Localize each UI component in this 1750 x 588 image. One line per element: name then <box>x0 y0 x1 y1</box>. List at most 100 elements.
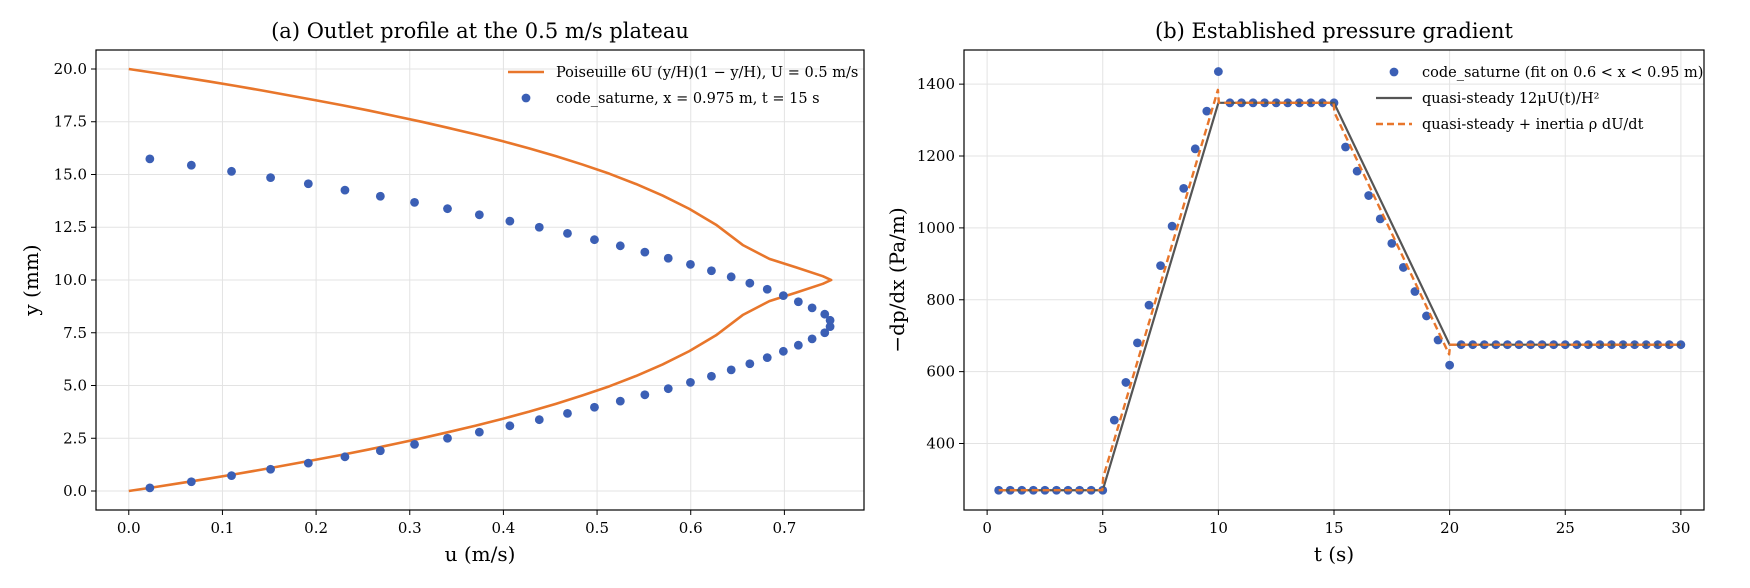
panel-a-series1-point <box>145 154 155 164</box>
panel-a-series1-point <box>340 185 350 195</box>
panel-b-series0-point <box>1190 144 1200 154</box>
panel-a-series1-point <box>726 272 736 282</box>
panel-a-series1-point <box>340 452 350 462</box>
panel-a-ytick-label: 17.5 <box>54 113 87 131</box>
panel-a-series1-point <box>303 179 313 189</box>
panel-b-series0-point <box>1341 142 1350 152</box>
panel-a-ytick-label: 2.5 <box>63 429 87 447</box>
panel-a-series0-line <box>128 67 833 493</box>
panel-a-outlet-profile: 0.0 0.1 0.2 0.3 0.4 0.5 0.6 0.7 0.0 2.5 5.0 7.5 10.0… <box>19 19 865 566</box>
panel-a-ytick-label: 5.0 <box>63 377 87 395</box>
panel-b-grid <box>964 50 1704 510</box>
panel-b-xlabel: t (s) <box>1314 542 1354 566</box>
panel-a-series1-point <box>640 247 650 257</box>
panel-a-series1-point <box>726 365 736 375</box>
panel-a-series1-point <box>375 191 385 201</box>
panel-b-series0-point <box>1445 360 1455 370</box>
panel-a-ytick-label: 12.5 <box>54 218 87 236</box>
panel-a-ytick-label: 15.0 <box>54 165 87 183</box>
panel-a-series1-point <box>534 222 544 232</box>
panel-a-series1-point <box>663 253 673 263</box>
panel-b-series1-line <box>998 101 1681 492</box>
panel-b-ytick-label: 1400 <box>917 75 955 93</box>
panel-a-series1-point <box>410 439 419 449</box>
panel-b-pressure-gradient: 0 5 10 15 20 25 30 400 600 800 1000 1200 1400 (b) Es… <box>885 19 1705 566</box>
panel-a-series1-point <box>807 303 817 313</box>
panel-a-series1-point <box>745 359 755 369</box>
panel-a-series1-point <box>807 334 817 344</box>
panel-a-series1-point <box>227 471 236 481</box>
panel-a-ytick-label: 20.0 <box>54 60 87 78</box>
panel-b-xtick-label: 5 <box>1098 519 1108 537</box>
panel-a-series1-point <box>145 483 155 493</box>
panel-b-xtick-label: 30 <box>1671 519 1690 537</box>
panel-b-series0-point <box>1202 106 1212 116</box>
panel-a-title: (a) Outlet profile at the 0.5 m/s platea… <box>271 19 689 43</box>
legend-label-code-saturne-fit: code_saturne (fit on 0.6 < x < 0.95 m) <box>1422 65 1703 81</box>
panel-b-ytick-label: 600 <box>926 363 955 381</box>
panel-b-series0-point <box>1213 67 1223 76</box>
panel-a-xtick-label: 0.0 <box>117 519 141 537</box>
panel-b-series0-point <box>1352 166 1362 176</box>
panel-a-series1-point <box>663 384 673 394</box>
panel-b-series0-point <box>1109 415 1119 425</box>
panel-a-series1-point <box>707 371 716 381</box>
legend-marker-code-saturne-profile <box>521 93 531 103</box>
panel-a-plot-area <box>128 67 835 493</box>
panel-a-series1-point <box>707 266 716 276</box>
panel-a-series1-point <box>505 216 515 226</box>
panel-a-xtick-label: 0.1 <box>211 519 235 537</box>
panel-b-series0-point <box>994 485 1004 495</box>
panel-a-xtick-label: 0.5 <box>585 519 609 537</box>
panel-a-series1-point <box>534 415 544 425</box>
panel-b-ytick-label: 1200 <box>917 147 955 165</box>
panel-a-series1-point <box>762 353 772 363</box>
panel-a-ylabel: y (mm) <box>19 244 43 316</box>
panel-a-series1-point <box>443 204 452 214</box>
panel-b-ylabel: −dp/dx (Pa/m) <box>885 207 909 352</box>
panel-a-series1-point <box>443 433 452 443</box>
panel-b-series0-point <box>1144 300 1154 310</box>
panel-b-series0-point <box>1179 183 1189 193</box>
panel-a-series1-point <box>563 408 572 418</box>
panel-b-xtick-label: 15 <box>1324 519 1343 537</box>
panel-b-ytick-label: 800 <box>926 291 955 309</box>
panel-a-series1-point <box>778 291 788 301</box>
panel-a-series1-point <box>375 446 385 456</box>
panel-a-ytick-label: 10.0 <box>54 271 87 289</box>
legend-label-code-saturne-profile: code_saturne, x = 0.975 m, t = 15 s <box>556 91 820 107</box>
panel-a-series1-point <box>266 173 275 183</box>
panel-a-series1-point <box>266 464 275 474</box>
panel-a-series1-point <box>793 340 803 350</box>
panel-b-title: (b) Established pressure gradient <box>1155 19 1514 43</box>
panel-b-series0-point <box>1156 261 1165 271</box>
panel-a-xlabel: u (m/s) <box>445 542 516 566</box>
panel-a-series1-point <box>474 210 484 220</box>
panel-a-grid <box>96 50 864 510</box>
panel-a-series1-point <box>615 241 625 251</box>
panel-b-series0-point <box>1167 221 1177 231</box>
legend-marker-code-saturne-fit <box>1389 67 1399 77</box>
panel-a-series1-point <box>686 377 695 387</box>
panel-b-ytick-label: 1000 <box>917 219 955 237</box>
panel-a-xtick-label: 0.7 <box>772 519 796 537</box>
panel-a-xtick-label: 0.6 <box>679 519 703 537</box>
panel-b-series0-point <box>1375 214 1385 224</box>
panel-a-series1-point <box>762 284 772 294</box>
panel-a-series1-point <box>410 197 419 207</box>
panel-b-series0-point <box>1121 378 1131 387</box>
panel-a-legend: Poiseuille 6U (y/H)(1 − y/H), U = 0.5 m/… <box>508 65 858 107</box>
panel-b-xtick-label: 0 <box>982 519 992 537</box>
panel-a-xtick-label: 0.2 <box>304 519 328 537</box>
panel-a-series1-point <box>186 160 196 170</box>
panel-a-xtick-label: 0.3 <box>398 519 422 537</box>
panel-a-series1-point <box>778 346 788 356</box>
panel-b-series0-point <box>1387 238 1397 248</box>
panel-a-series1-point <box>590 235 599 245</box>
panel-b-xtick-label: 10 <box>1209 519 1228 537</box>
panel-a-series1-point <box>474 427 484 437</box>
panel-b-series0-point <box>1364 191 1374 200</box>
panel-b-xtick-label: 20 <box>1440 519 1459 537</box>
panel-a-series1-point <box>186 477 196 487</box>
panel-b-plot-area <box>994 67 1686 495</box>
